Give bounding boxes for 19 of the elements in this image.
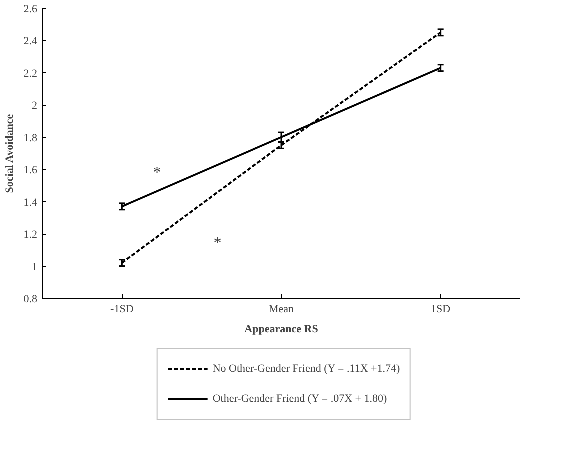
y-tick-label: 0.8 bbox=[24, 294, 38, 306]
y-tick-label: 1.2 bbox=[24, 229, 38, 242]
y-tick-label: 1.4 bbox=[24, 196, 38, 209]
x-tick-label: 1SD bbox=[431, 304, 451, 316]
x-axis-title: Appearance RS bbox=[244, 324, 318, 336]
y-tick-label: 2 bbox=[32, 100, 38, 112]
legend-label: Other-Gender Friend (Y = .07X + 1.80) bbox=[212, 393, 388, 405]
y-tick-label: 2.4 bbox=[24, 36, 38, 48]
annotation: * bbox=[153, 164, 162, 182]
x-tick-label: -1SD bbox=[110, 304, 134, 316]
annotation: * bbox=[214, 235, 222, 252]
y-tick-label: 1.8 bbox=[24, 132, 38, 144]
y-tick-label: 1.6 bbox=[24, 164, 38, 177]
y-tick-label: 2.6 bbox=[24, 4, 38, 16]
y-axis-title: Social Avoidance bbox=[4, 114, 16, 194]
legend-label: No Other-Gender Friend (Y = .11X +1.74) bbox=[212, 363, 400, 375]
y-tick-label: 1 bbox=[32, 261, 38, 274]
x-tick-label: Mean bbox=[268, 304, 295, 316]
y-tick-label: 2.2 bbox=[24, 68, 38, 80]
